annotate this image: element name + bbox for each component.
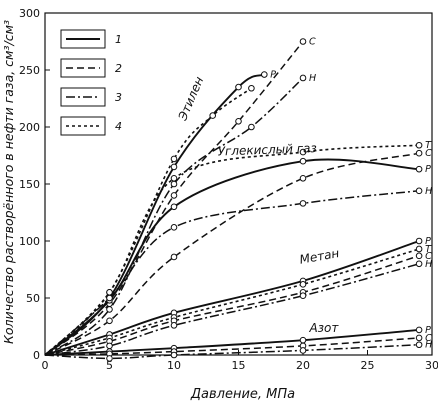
series-line bbox=[44, 263, 420, 356]
data-point bbox=[106, 289, 113, 296]
curve-end-label: P bbox=[425, 164, 431, 175]
data-point bbox=[170, 253, 178, 261]
data-point bbox=[106, 317, 113, 325]
data-point bbox=[299, 336, 307, 344]
series-line bbox=[44, 337, 420, 356]
curve-end-label: T bbox=[425, 140, 432, 151]
data-point bbox=[415, 260, 423, 268]
data-point bbox=[106, 355, 113, 362]
data-point bbox=[235, 118, 242, 125]
curve-end-label: T bbox=[425, 244, 432, 255]
series-line bbox=[44, 152, 420, 356]
data-point bbox=[170, 163, 178, 171]
data-point bbox=[209, 112, 216, 119]
legend: 1 2 3 4 bbox=[60, 29, 122, 136]
curve-end-label: H bbox=[425, 340, 432, 351]
legend-label: 2 bbox=[115, 62, 122, 75]
data-point bbox=[170, 192, 178, 199]
data-point bbox=[170, 175, 178, 182]
x-tick-label: 20 bbox=[296, 359, 310, 372]
series-line bbox=[44, 343, 420, 360]
data-point bbox=[299, 347, 307, 354]
data-point bbox=[299, 292, 307, 300]
series-line bbox=[44, 328, 420, 356]
data-point bbox=[299, 148, 307, 156]
data-point bbox=[415, 187, 423, 195]
series-line bbox=[44, 255, 420, 356]
data-point bbox=[415, 165, 423, 173]
data-point bbox=[248, 123, 255, 131]
data-point bbox=[170, 224, 178, 231]
x-tick-label: 15 bbox=[232, 359, 246, 372]
legend-label: 1 bbox=[115, 33, 122, 46]
data-point bbox=[106, 342, 113, 350]
x-axis-label: Давление, МПа bbox=[190, 387, 295, 402]
data-point bbox=[248, 84, 255, 92]
data-point bbox=[299, 74, 307, 82]
curve-end-label: P bbox=[425, 325, 431, 336]
data-point bbox=[299, 200, 307, 207]
curve-end-label: H bbox=[425, 259, 432, 270]
data-point bbox=[299, 281, 307, 288]
x-tick-label: 10 bbox=[167, 359, 181, 372]
data-point bbox=[415, 326, 423, 334]
curve-end-label: C bbox=[309, 37, 316, 48]
data-point bbox=[415, 141, 423, 149]
series-line bbox=[44, 41, 304, 356]
curve-end-label: P bbox=[425, 236, 431, 247]
data-point bbox=[170, 322, 178, 329]
y-tick-label: 200 bbox=[19, 121, 40, 134]
data-point bbox=[299, 38, 307, 45]
y-tick-label: 100 bbox=[19, 235, 40, 248]
x-tick-label: 25 bbox=[361, 359, 375, 372]
y-tick-label: 50 bbox=[26, 292, 40, 305]
curve-end-label: P bbox=[270, 70, 276, 81]
curve-end-label: H bbox=[309, 73, 316, 84]
x-tick-label: 0 bbox=[42, 359, 49, 372]
legend-label: 3 bbox=[115, 91, 122, 104]
curve-end-label: C bbox=[425, 251, 432, 262]
curve-end-label: C bbox=[425, 148, 432, 159]
group-label: Азот bbox=[308, 321, 339, 335]
data-point bbox=[170, 180, 178, 188]
curve-end-label: H bbox=[425, 186, 432, 197]
y-tick-label: 150 bbox=[19, 178, 40, 191]
data-point bbox=[415, 237, 423, 245]
x-tick-label: 5 bbox=[106, 359, 113, 372]
group-label: Углекислый газ bbox=[217, 141, 317, 158]
data-point bbox=[415, 149, 423, 157]
series-line bbox=[44, 77, 304, 356]
data-point bbox=[106, 306, 113, 313]
data-point bbox=[415, 334, 423, 342]
data-point bbox=[235, 83, 242, 91]
y-tick-label: 300 bbox=[19, 7, 40, 20]
group-label: Метан bbox=[299, 246, 341, 267]
y-tick-label: 250 bbox=[19, 64, 40, 77]
data-point bbox=[415, 252, 423, 260]
data-point bbox=[170, 203, 178, 211]
series-line bbox=[44, 240, 420, 356]
data-point bbox=[299, 157, 307, 165]
data-point bbox=[415, 245, 423, 253]
data-point bbox=[299, 175, 307, 182]
data-point bbox=[415, 341, 423, 349]
data-point bbox=[261, 71, 268, 78]
legend-swatch-box bbox=[60, 116, 106, 136]
legend-label: 4 bbox=[115, 120, 122, 133]
y-tick-label: 0 bbox=[33, 349, 40, 362]
y-axis-label: Количество растворённого в нефти газа, с… bbox=[1, 20, 16, 344]
data-point bbox=[170, 351, 178, 359]
data-point bbox=[170, 155, 178, 163]
curve-end-label: C bbox=[425, 333, 432, 344]
x-tick-label: 30 bbox=[425, 359, 438, 372]
